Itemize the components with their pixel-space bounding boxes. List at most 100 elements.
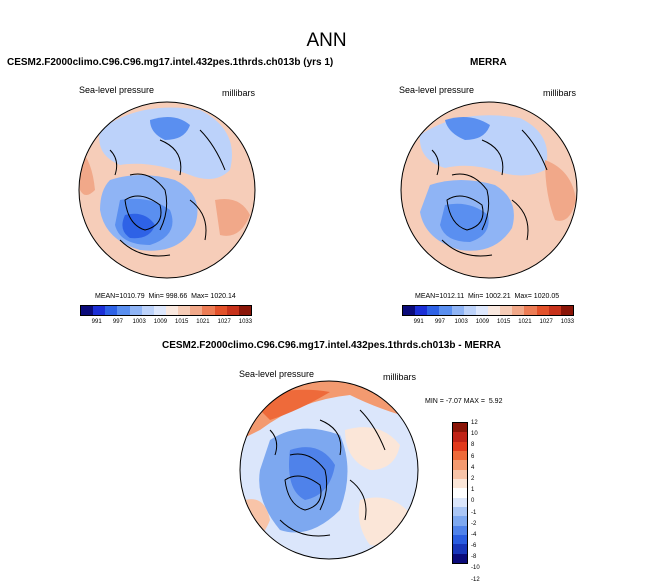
panel-3-map bbox=[240, 381, 418, 559]
colorbar-swatch bbox=[453, 497, 467, 507]
panel-3-field-label: Sea-level pressure bbox=[239, 369, 315, 379]
colorbar-swatch bbox=[453, 506, 467, 517]
colorbar-swatch bbox=[117, 306, 130, 315]
colorbar-swatch bbox=[500, 306, 513, 315]
panel-2-colorbar bbox=[402, 305, 574, 316]
colorbar-swatch bbox=[165, 306, 179, 315]
colorbar-label: 12 bbox=[471, 420, 478, 426]
colorbar-label: 1003 bbox=[132, 319, 146, 325]
max-label: Max= bbox=[191, 293, 209, 300]
max-label: MAX = bbox=[463, 398, 485, 405]
colorbar-label: -12 bbox=[471, 576, 480, 583]
colorbar-label: 1 bbox=[471, 487, 475, 494]
panel-1-colorbar-labels: 991 997 1003 1009 1015 1021 1027 1033 bbox=[80, 319, 256, 325]
panel-2-field-label: Sea-level pressure bbox=[399, 85, 475, 95]
mean-value: 1010.79 bbox=[119, 293, 145, 300]
colorbar-swatch bbox=[524, 306, 537, 315]
panel-1-stats: MEAN=1010.79 Min= 998.66 Max= 1020.14 bbox=[95, 293, 236, 300]
colorbar-swatch bbox=[439, 306, 452, 315]
colorbar-label: 1015 bbox=[175, 319, 189, 325]
colorbar-swatch bbox=[141, 306, 154, 315]
colorbar-swatch bbox=[536, 306, 549, 315]
colorbar-label: -2 bbox=[471, 520, 477, 527]
colorbar-label: 1015 bbox=[497, 319, 511, 325]
colorbar-swatch bbox=[512, 306, 525, 315]
colorbar-swatch bbox=[560, 306, 573, 315]
colorbar-label: -6 bbox=[471, 543, 477, 550]
colorbar-label: 991 bbox=[91, 319, 102, 325]
colorbar-label: 997 bbox=[434, 319, 445, 325]
colorbar-swatch bbox=[153, 306, 166, 315]
colorbar-swatch bbox=[178, 306, 191, 315]
main-title: ANN bbox=[306, 30, 347, 51]
colorbar-swatch bbox=[453, 478, 467, 489]
colorbar-swatch bbox=[453, 534, 467, 545]
max-value: 5.92 bbox=[488, 398, 503, 405]
colorbar-swatch bbox=[453, 553, 467, 563]
min-label: MIN = bbox=[425, 398, 444, 405]
colorbar-label: 6 bbox=[471, 453, 475, 460]
colorbar-label: 1021 bbox=[518, 319, 532, 325]
colorbar-label: 10 bbox=[471, 431, 478, 438]
panel-3-title: CESM2.F2000climo.C96.C96.mg17.intel.432p… bbox=[162, 340, 502, 351]
colorbar-swatch bbox=[453, 488, 467, 498]
colorbar-swatch bbox=[453, 516, 467, 526]
colorbar-label: 991 bbox=[413, 319, 424, 325]
colorbar-label: 1027 bbox=[217, 319, 231, 325]
maps-layer bbox=[78, 101, 578, 560]
colorbar-swatch bbox=[214, 306, 227, 315]
colorbar-swatch bbox=[453, 450, 467, 461]
colorbar-label: 2 bbox=[471, 475, 475, 482]
colorbar-label: 1021 bbox=[196, 319, 210, 325]
panel-2-map bbox=[401, 102, 577, 278]
colorbar-swatch bbox=[453, 432, 467, 442]
panel-3-stats: MIN = -7.07 MAX = 5.92 bbox=[425, 398, 502, 405]
min-value: -7.07 bbox=[445, 398, 462, 405]
colorbar-swatch bbox=[415, 306, 428, 315]
colorbar-swatch bbox=[81, 306, 94, 315]
colorbar-label: 1003 bbox=[454, 319, 468, 325]
panel-1-field-label: Sea-level pressure bbox=[79, 85, 155, 95]
max-label: Max= bbox=[514, 293, 532, 300]
colorbar-swatch bbox=[453, 469, 467, 479]
panel-2-colorbar-labels: 991 997 1003 1009 1015 1021 1027 1033 bbox=[402, 319, 578, 325]
colorbar-swatch bbox=[463, 306, 476, 315]
panel-3-units-label: millibars bbox=[383, 372, 417, 382]
colorbar-label: 997 bbox=[112, 319, 123, 325]
colorbar-swatch bbox=[453, 423, 467, 433]
panel-1-colorbar bbox=[80, 305, 252, 316]
colorbar-label: 1027 bbox=[539, 319, 553, 325]
colorbar-swatch bbox=[548, 306, 561, 315]
colorbar-swatch bbox=[427, 306, 440, 315]
colorbar-swatch bbox=[453, 525, 467, 535]
min-label: Min= bbox=[148, 293, 164, 300]
mean-value: 1012.11 bbox=[439, 293, 465, 300]
colorbar-swatch bbox=[190, 306, 203, 315]
mean-label: MEAN= bbox=[95, 293, 120, 300]
panel-2-units-label: millibars bbox=[543, 88, 577, 98]
colorbar-swatch bbox=[202, 306, 215, 315]
panel-2-title: MERRA bbox=[470, 57, 507, 68]
colorbar-swatch bbox=[453, 460, 467, 470]
colorbar-label: 0 bbox=[471, 498, 475, 505]
colorbar-label: 4 bbox=[471, 464, 475, 471]
min-value: 1002.21 bbox=[485, 293, 511, 300]
panel-3-colorbar bbox=[452, 422, 468, 564]
max-value: 1020.05 bbox=[533, 293, 560, 300]
colorbar-label: 1033 bbox=[560, 319, 575, 325]
panel-1-title: CESM2.F2000climo.C96.C96.mg17.intel.432p… bbox=[7, 57, 334, 68]
colorbar-swatch bbox=[226, 306, 239, 315]
panel-1-units-label: millibars bbox=[222, 88, 256, 98]
mean-label: MEAN= bbox=[415, 293, 440, 300]
colorbar-label: -4 bbox=[471, 531, 477, 538]
colorbar-swatch bbox=[487, 306, 501, 315]
panel-1-map bbox=[79, 102, 255, 278]
min-label: Min= bbox=[468, 293, 484, 300]
colorbar-swatch bbox=[129, 306, 142, 315]
colorbar-swatch bbox=[403, 306, 416, 315]
colorbar-swatch bbox=[93, 306, 106, 315]
colorbar-label: 1009 bbox=[153, 319, 168, 325]
colorbar-swatch bbox=[105, 306, 118, 315]
colorbar-swatch bbox=[475, 306, 488, 315]
colorbar-label: -10 bbox=[471, 565, 480, 572]
